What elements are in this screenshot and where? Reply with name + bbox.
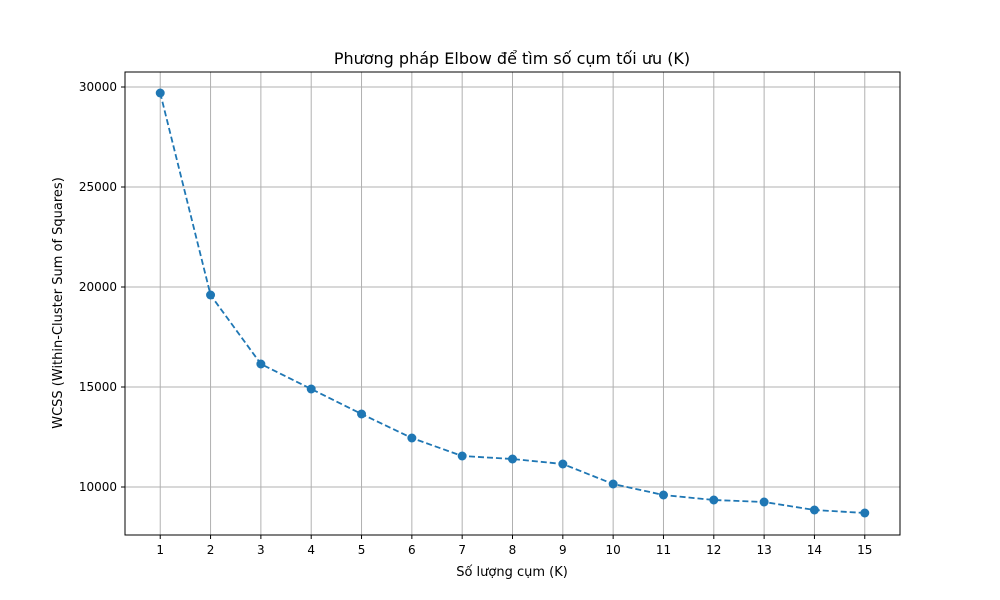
x-tick-label: 10 [606, 543, 621, 557]
x-tick-label: 12 [706, 543, 721, 557]
x-tick-label: 6 [408, 543, 416, 557]
data-point [709, 495, 719, 505]
data-point [508, 454, 517, 464]
x-tick-label: 14 [807, 543, 822, 557]
y-tick-label: 10000 [79, 480, 117, 494]
y-tick-label: 25000 [79, 180, 117, 194]
grid [125, 72, 900, 535]
data-point [608, 479, 618, 489]
x-tick-label: 11 [656, 543, 671, 557]
chart-title: Phương pháp Elbow để tìm số cụm tối ưu (… [334, 49, 690, 68]
axis-ticks: 1 2 3 4 5 6 7 8 9 10 11 12 13 14 151000015000200002500… [79, 80, 873, 557]
x-tick-label: 3 [257, 543, 265, 557]
data-point [407, 433, 417, 443]
x-tick-label: 4 [307, 543, 315, 557]
data-point [860, 508, 870, 518]
x-axis-label: Số lượng cụm (K) [456, 565, 568, 580]
data-point [759, 497, 769, 507]
data-point [206, 290, 216, 300]
y-tick-label: 15000 [79, 380, 117, 394]
x-tick-label: 1 [156, 543, 164, 557]
x-tick-label: 9 [559, 543, 567, 557]
x-tick-label: 15 [857, 543, 872, 557]
series-layer [155, 88, 870, 518]
x-tick-label: 2 [207, 543, 215, 557]
data-point [256, 359, 266, 369]
data-point [558, 459, 568, 469]
x-tick-label: 7 [458, 543, 466, 557]
data-point [809, 505, 819, 515]
data-point [306, 384, 316, 394]
data-point [658, 490, 668, 500]
y-axis-label: WCSS (Within-Cluster Sum of Squares) [51, 177, 66, 429]
series-line [159, 92, 865, 514]
data-point [155, 88, 165, 98]
x-tick-label: 5 [358, 543, 366, 557]
data-point [457, 451, 467, 461]
x-tick-label: 8 [509, 543, 517, 557]
y-tick-label: 30000 [79, 80, 117, 94]
data-point [357, 409, 367, 419]
x-tick-label: 13 [756, 543, 771, 557]
y-tick-label: 20000 [79, 280, 117, 294]
